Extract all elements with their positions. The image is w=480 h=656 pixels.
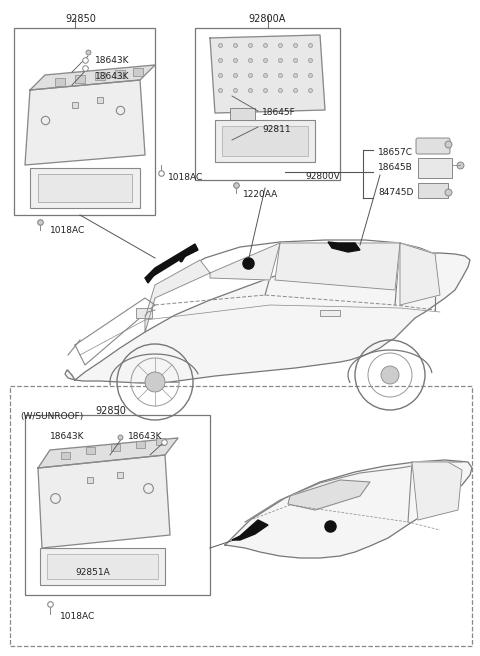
Polygon shape bbox=[328, 242, 360, 252]
Bar bbox=[195, 28, 340, 180]
Text: 18643K: 18643K bbox=[95, 56, 130, 65]
Text: (W/SUNROOF): (W/SUNROOF) bbox=[20, 412, 83, 421]
Bar bbox=[156, 438, 165, 445]
Bar bbox=[14, 28, 155, 215]
FancyBboxPatch shape bbox=[416, 138, 450, 154]
Bar bbox=[30, 168, 140, 208]
Circle shape bbox=[145, 372, 165, 392]
Text: 18643K: 18643K bbox=[128, 432, 163, 441]
Polygon shape bbox=[145, 260, 210, 332]
Text: 18645B: 18645B bbox=[378, 163, 413, 172]
Polygon shape bbox=[145, 244, 198, 283]
Text: 18645F: 18645F bbox=[262, 108, 296, 117]
Text: 92850: 92850 bbox=[95, 406, 126, 416]
Bar bbox=[418, 183, 448, 198]
Bar bbox=[55, 78, 65, 86]
Bar bbox=[25, 415, 210, 595]
Text: 18643K: 18643K bbox=[50, 432, 84, 441]
Bar bbox=[95, 72, 105, 80]
Bar bbox=[75, 75, 85, 83]
Bar bbox=[40, 548, 165, 585]
Bar bbox=[222, 126, 308, 156]
Bar bbox=[418, 158, 452, 178]
Bar bbox=[230, 108, 255, 120]
Bar bbox=[215, 120, 315, 162]
Text: 92850: 92850 bbox=[65, 14, 96, 24]
Bar bbox=[136, 308, 152, 318]
Bar bbox=[10, 386, 472, 646]
Polygon shape bbox=[65, 253, 470, 383]
Polygon shape bbox=[210, 35, 325, 113]
Text: 1018AC: 1018AC bbox=[50, 226, 85, 235]
Polygon shape bbox=[30, 65, 155, 90]
Polygon shape bbox=[400, 243, 440, 305]
Polygon shape bbox=[232, 520, 268, 540]
Text: 92851A: 92851A bbox=[75, 568, 110, 577]
Polygon shape bbox=[275, 243, 400, 290]
Polygon shape bbox=[38, 455, 170, 548]
Bar bbox=[47, 554, 158, 579]
Bar bbox=[111, 444, 120, 451]
Polygon shape bbox=[412, 462, 462, 520]
Bar bbox=[320, 310, 340, 316]
Text: 1220AA: 1220AA bbox=[243, 190, 278, 199]
Polygon shape bbox=[225, 460, 472, 558]
Text: 18643K: 18643K bbox=[95, 72, 130, 81]
Text: 1018AC: 1018AC bbox=[60, 612, 95, 621]
Bar bbox=[61, 452, 70, 459]
Bar bbox=[115, 70, 125, 78]
Polygon shape bbox=[210, 243, 280, 280]
Text: 92811: 92811 bbox=[262, 125, 290, 134]
Polygon shape bbox=[25, 80, 145, 165]
Bar bbox=[38, 174, 132, 202]
Text: 92800A: 92800A bbox=[248, 14, 286, 24]
Polygon shape bbox=[38, 438, 178, 468]
Circle shape bbox=[381, 366, 399, 384]
Bar bbox=[136, 441, 145, 448]
Bar bbox=[86, 447, 95, 454]
Bar bbox=[133, 68, 143, 76]
Text: 1018AC: 1018AC bbox=[168, 173, 203, 182]
Polygon shape bbox=[288, 480, 370, 510]
Text: 18657C: 18657C bbox=[378, 148, 413, 157]
Text: 84745D: 84745D bbox=[378, 188, 413, 197]
Text: 92800V: 92800V bbox=[305, 172, 340, 181]
